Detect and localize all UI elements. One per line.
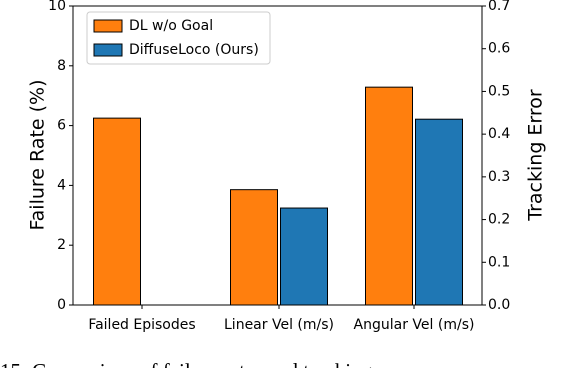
- y2-tick-label: 0.1: [488, 254, 510, 270]
- y2-tick-label: 0.0: [488, 297, 510, 313]
- y-tick-label: 10: [48, 0, 66, 14]
- legend-label: DL w/o Goal: [129, 18, 213, 34]
- x-tick-label: Linear Vel (m/s): [224, 317, 334, 333]
- caption: 15: Comparison of failure rates and trac…: [0, 359, 387, 368]
- legend-swatch: [93, 19, 123, 33]
- bar: [365, 86, 413, 306]
- y2-tick-label: 0.3: [488, 169, 510, 185]
- y2-tick-label: 0.4: [488, 126, 510, 142]
- y-tick-label: 6: [57, 118, 66, 134]
- bar: [230, 189, 278, 306]
- y2-tick-label: 0.2: [488, 212, 510, 228]
- y2-tick-label: 0.7: [488, 0, 510, 14]
- x-tick-label: Angular Vel (m/s): [354, 317, 475, 333]
- y-tick-label: 0: [57, 297, 66, 313]
- bar: [93, 117, 141, 306]
- x-tick-label: Failed Episodes: [88, 317, 195, 333]
- y2-axis-label: Tracking Error: [525, 89, 547, 222]
- bar: [280, 207, 328, 306]
- y-tick-label: 8: [57, 58, 66, 74]
- plot-frame: [72, 5, 483, 306]
- y-tick-label: 4: [57, 177, 66, 193]
- bar: [415, 118, 463, 306]
- legend-swatch: [93, 43, 123, 57]
- legend-box: [86, 11, 271, 65]
- y-tick-label: 2: [57, 237, 66, 253]
- y2-tick-label: 0.6: [488, 41, 510, 57]
- legend-label: DiffuseLoco (Ours): [129, 42, 259, 58]
- y2-tick-label: 0.5: [488, 83, 510, 99]
- y-axis-label: Failure Rate (%): [27, 79, 49, 230]
